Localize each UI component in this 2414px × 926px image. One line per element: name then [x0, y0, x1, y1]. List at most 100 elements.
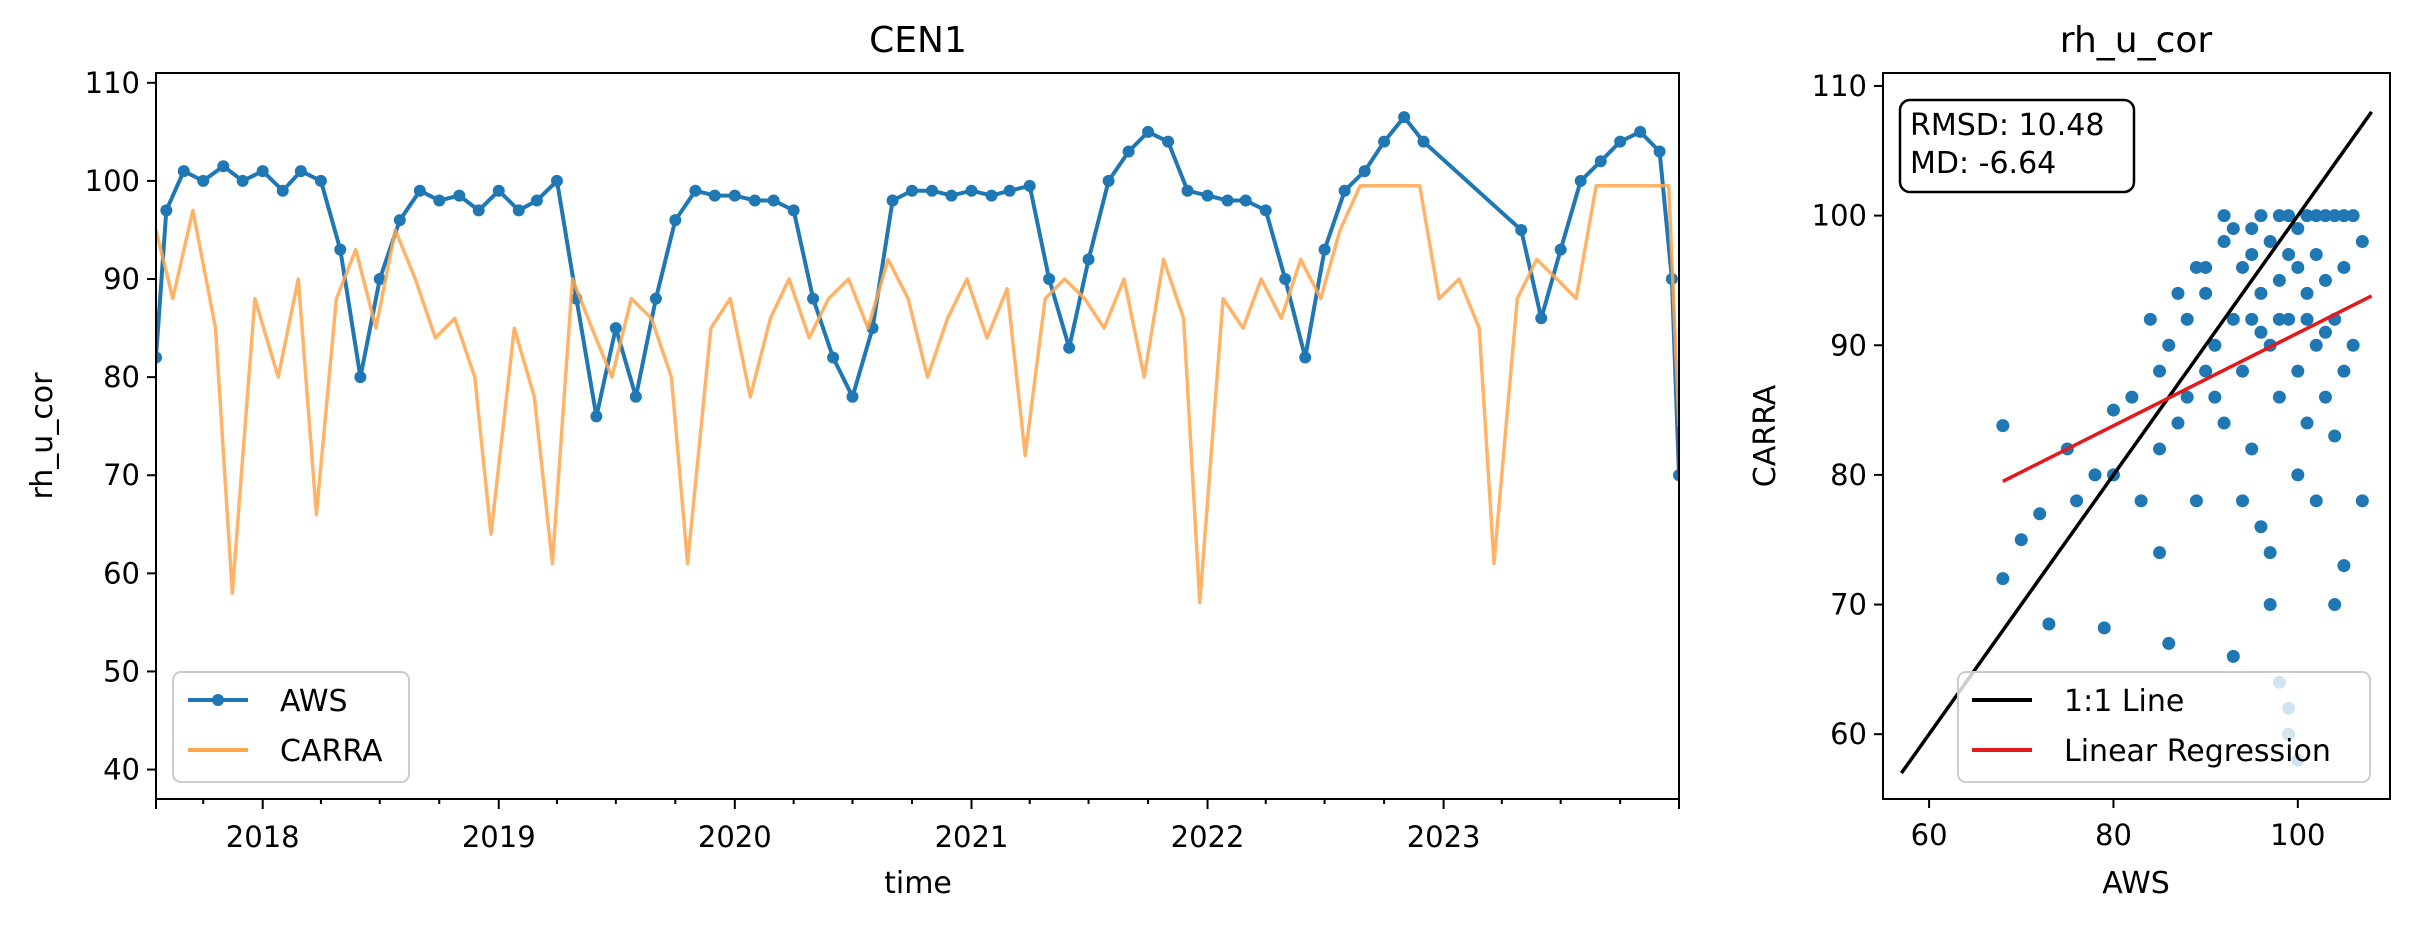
y-tick-label: 50: [103, 654, 140, 688]
scatter-point: [2153, 442, 2167, 456]
series-aws-point: [373, 273, 386, 286]
series-aws-point: [1554, 243, 1567, 256]
scatter-point: [2328, 209, 2342, 223]
x-tick-label: 2022: [1171, 820, 1245, 854]
scatter-point: [2236, 260, 2250, 274]
scatter-point: [2263, 235, 2277, 249]
series-aws-point: [886, 194, 899, 207]
series-aws-point: [354, 371, 367, 384]
scatter-point: [2309, 338, 2323, 352]
series-aws-point: [217, 160, 230, 173]
scatter-point: [2199, 286, 2213, 300]
series-aws-point: [256, 165, 269, 178]
series-aws-point: [433, 194, 446, 207]
x-tick-label: 2018: [226, 820, 300, 854]
series-aws-point: [550, 174, 563, 187]
scatter-point: [2291, 468, 2305, 482]
scatter-point: [2355, 494, 2369, 508]
scatter-point: [2236, 364, 2250, 378]
y-tick-label: 110: [85, 66, 140, 100]
scatter-point: [2134, 494, 2148, 508]
series-aws-point: [1378, 135, 1391, 148]
legend-one-to-one-label: 1:1 Line: [2064, 684, 2184, 719]
series-aws-point: [1239, 194, 1252, 207]
series-aws-point: [965, 184, 978, 197]
scatter-point: [2282, 312, 2296, 326]
scatter-point: [2254, 209, 2268, 223]
legend-aws-label: AWS: [280, 684, 348, 719]
scatter-point: [2300, 312, 2314, 326]
y-tick-label: 80: [1830, 458, 1867, 492]
series-aws-point: [1318, 243, 1331, 256]
y-tick-label: 60: [103, 556, 140, 590]
scatter-point: [2272, 209, 2286, 223]
series-aws-point: [1634, 125, 1647, 138]
series-aws-point: [1259, 204, 1272, 217]
series-aws-point: [492, 184, 505, 197]
scatter-point: [2199, 364, 2213, 378]
md-text: MD: -6.64: [1910, 146, 2056, 181]
series-aws-point: [1142, 125, 1155, 138]
series-aws-point: [1614, 135, 1627, 148]
scatter-point: [2171, 416, 2185, 430]
scatter-point: [2180, 390, 2194, 404]
series-aws-point: [1299, 351, 1312, 364]
scatter-point: [2346, 338, 2360, 352]
scatter-point: [2300, 416, 2314, 430]
scatter-legend-box: [1957, 671, 2371, 783]
scatter-point: [2346, 209, 2360, 223]
scatter-point: [2245, 248, 2259, 261]
scatter-point: [2254, 286, 2268, 300]
y-tick-label: 40: [103, 753, 140, 787]
scatter-point: [2042, 617, 2056, 631]
series-aws-point: [945, 189, 958, 202]
series-aws-point: [649, 292, 662, 305]
scatter-point: [2189, 260, 2203, 274]
scatter-point: [2245, 222, 2259, 236]
scatter-point: [2208, 338, 2222, 352]
scatter-point: [2180, 312, 2194, 326]
series-aws-point: [985, 189, 998, 202]
scatter-point: [2300, 286, 2314, 300]
scatter-point: [2189, 494, 2203, 508]
one-to-one-line: [1900, 110, 2373, 775]
scatter-point: [2171, 286, 2185, 300]
series-aws-point: [748, 194, 761, 207]
series-aws-point: [472, 204, 485, 217]
series-aws-point: [1122, 145, 1135, 158]
series-aws-point: [1417, 135, 1430, 148]
series-aws-point: [827, 351, 840, 364]
series-aws-point: [609, 322, 622, 335]
scatter-point: [2318, 325, 2332, 339]
series-aws-point: [1515, 223, 1528, 236]
scatter-legend: 1:1 Line Linear Regression: [1957, 671, 2371, 783]
x-tick-label: 100: [2270, 818, 2325, 852]
scatter-point: [2291, 364, 2305, 378]
series-aws-point: [1201, 189, 1214, 202]
scatter-point: [2309, 248, 2323, 261]
scatter-point: [2097, 621, 2111, 635]
series-aws-point: [846, 390, 859, 403]
series-aws-point: [926, 184, 939, 197]
scatter-point: [2153, 364, 2167, 378]
series-aws-point: [1574, 174, 1587, 187]
scatter-point: [2033, 507, 2047, 521]
x-tick-label: 2023: [1407, 820, 1481, 854]
y-tick-label: 80: [103, 360, 140, 394]
scatter-point: [2217, 235, 2231, 249]
y-tick-label: 100: [1812, 199, 1867, 233]
scatter-point: [1996, 419, 2010, 433]
scatter-point: [2153, 546, 2167, 560]
series-aws-point: [1594, 155, 1607, 168]
series-aws-point: [334, 243, 347, 256]
scatter-point: [2208, 390, 2222, 404]
scatter-point: [2318, 209, 2332, 223]
legend-regression-label: Linear Regression: [2064, 734, 2331, 769]
series-aws-point: [413, 184, 426, 197]
legend-carra-label: CARRA: [280, 734, 383, 769]
series-aws-point: [906, 184, 919, 197]
series-aws-point: [1358, 165, 1371, 178]
series-aws-point: [512, 204, 525, 217]
x-tick-label: 2021: [935, 820, 1009, 854]
